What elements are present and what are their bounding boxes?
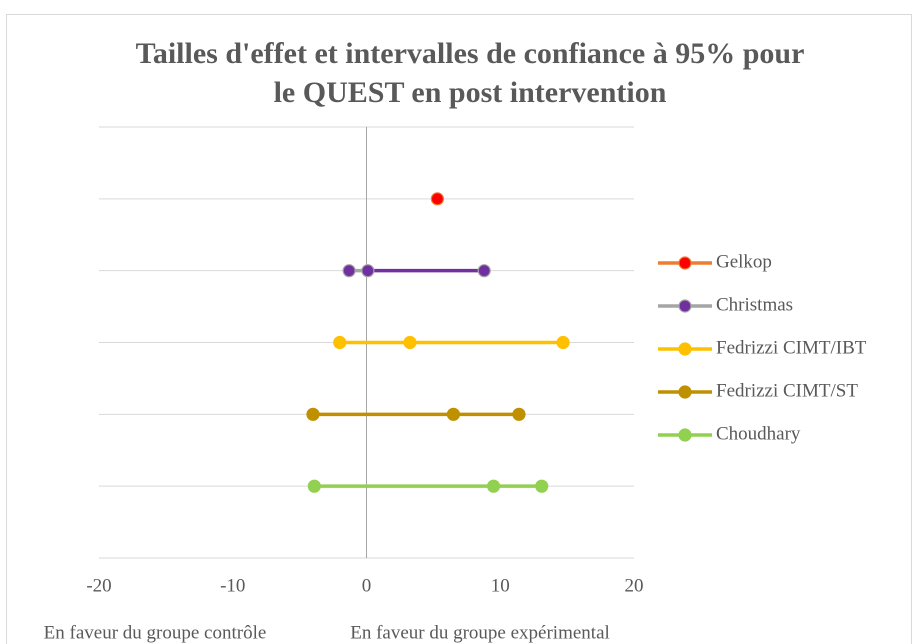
x-tick-label: 10 xyxy=(491,575,510,596)
legend-label: Fedrizzi CIMT/ST xyxy=(716,380,858,401)
marker xyxy=(342,264,356,278)
marker xyxy=(556,335,570,350)
legend-marker xyxy=(678,256,692,270)
legend-label: Fedrizzi CIMT/IBT xyxy=(716,337,867,358)
marker xyxy=(486,479,501,493)
legend-marker xyxy=(678,428,692,442)
x-tick-label: 20 xyxy=(625,575,644,596)
x-tick-label: 0 xyxy=(362,575,372,596)
marker xyxy=(535,479,549,493)
annotation: En faveur du groupe contrôle xyxy=(44,622,267,643)
marker xyxy=(512,407,526,421)
legend-marker xyxy=(678,342,692,356)
legend-marker xyxy=(678,299,692,313)
marker xyxy=(306,407,320,421)
chart-title: Tailles d'effet et intervalles de confia… xyxy=(136,37,805,70)
x-tick-label: -10 xyxy=(220,575,245,596)
marker xyxy=(403,335,417,350)
x-tick-label: -20 xyxy=(86,575,111,596)
legend-label: Gelkop xyxy=(716,251,772,272)
marker xyxy=(361,264,375,278)
chart-title: le QUEST en post intervention xyxy=(274,76,667,109)
marker xyxy=(333,335,347,350)
legend-label: Choudhary xyxy=(716,423,801,444)
marker xyxy=(307,479,321,493)
legend-marker xyxy=(678,385,692,399)
legend-label: Christmas xyxy=(716,294,793,315)
marker xyxy=(477,264,491,278)
marker xyxy=(430,192,444,206)
marker xyxy=(446,407,461,421)
chart-border xyxy=(6,14,912,644)
annotation: En faveur du groupe expérimental xyxy=(350,622,610,643)
